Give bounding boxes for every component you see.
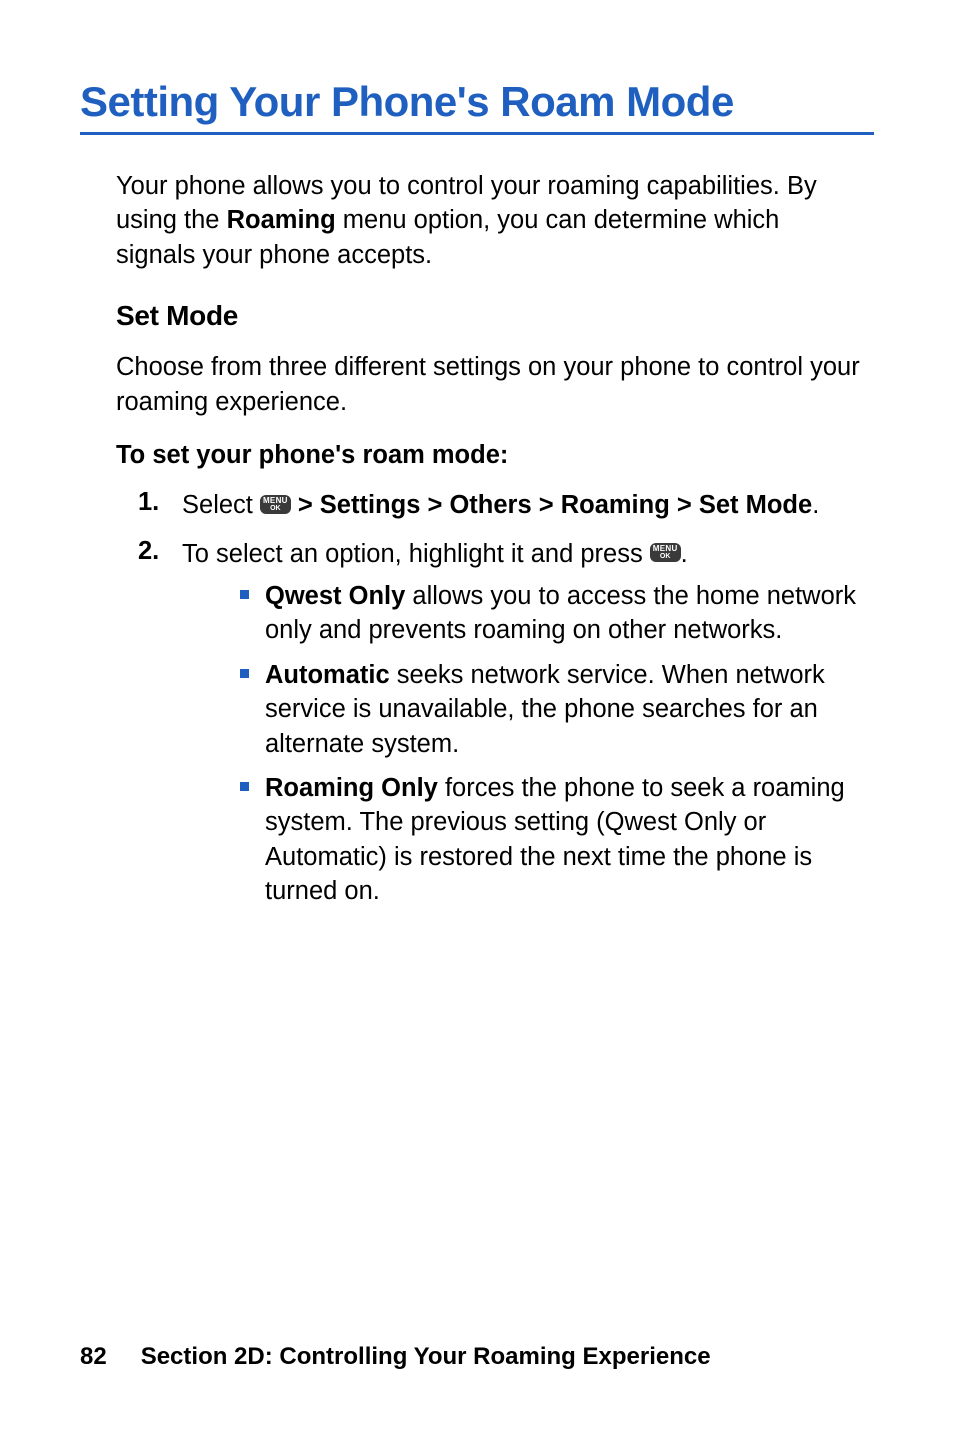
menu-ok-icon: MENUOK [260, 495, 291, 514]
step-1-after: . [812, 491, 819, 519]
instruction-heading: To set your phone's roam mode: [116, 441, 864, 470]
sub-heading: Set Mode [116, 300, 864, 332]
page-footer: 82 Section 2D: Controlling Your Roaming E… [80, 1343, 711, 1371]
bullet-automatic: Automatic seeks network service. When ne… [240, 658, 864, 761]
step-1-bold: > Settings > Others > Roaming > Set Mode [291, 491, 812, 519]
bullet-text: Roaming Only forces the phone to seek a … [265, 771, 864, 909]
step-1-text: Select MENUOK > Settings > Others > Roam… [182, 488, 864, 522]
menu-ok-icon: MENUOK [650, 543, 681, 562]
menu-ok-icon-line2: OK [263, 505, 288, 512]
bullet-2-bold: Automatic [265, 661, 390, 689]
bullet-qwest-only: Qwest Only allows you to access the home… [240, 579, 864, 648]
page-title: Setting Your Phone's Roam Mode [80, 78, 874, 126]
bullet-icon [240, 782, 249, 791]
intro-bold: Roaming [227, 206, 336, 234]
step-2-before: To select an option, highlight it and pr… [182, 540, 650, 568]
bullet-text: Automatic seeks network service. When ne… [265, 658, 864, 761]
step-1-number: 1. [138, 488, 182, 517]
menu-ok-icon-line1: MENU [263, 497, 288, 505]
bullet-roaming-only: Roaming Only forces the phone to seek a … [240, 771, 864, 909]
intro-paragraph: Your phone allows you to control your ro… [116, 169, 864, 272]
menu-ok-icon-line2: OK [653, 553, 678, 560]
sub-paragraph: Choose from three different settings on … [116, 350, 864, 419]
step-1-before: Select [182, 491, 260, 519]
section-label: Section 2D: Controlling Your Roaming Exp… [141, 1343, 711, 1370]
bullet-icon [240, 669, 249, 678]
heading-rule [80, 132, 874, 135]
menu-ok-icon-line1: MENU [653, 545, 678, 553]
bullet-3-bold: Roaming Only [265, 774, 438, 802]
step-2-text: To select an option, highlight it and pr… [182, 537, 864, 571]
step-1: 1. Select MENUOK > Settings > Others > R… [138, 488, 864, 522]
bullet-text: Qwest Only allows you to access the home… [265, 579, 864, 648]
bullet-icon [240, 590, 249, 599]
step-2-text-container: To select an option, highlight it and pr… [182, 537, 864, 919]
bullet-1-bold: Qwest Only [265, 582, 405, 610]
page-number: 82 [80, 1343, 107, 1370]
step-2-after: . [681, 540, 688, 568]
step-2-number: 2. [138, 537, 182, 566]
step-2: 2. To select an option, highlight it and… [138, 537, 864, 919]
